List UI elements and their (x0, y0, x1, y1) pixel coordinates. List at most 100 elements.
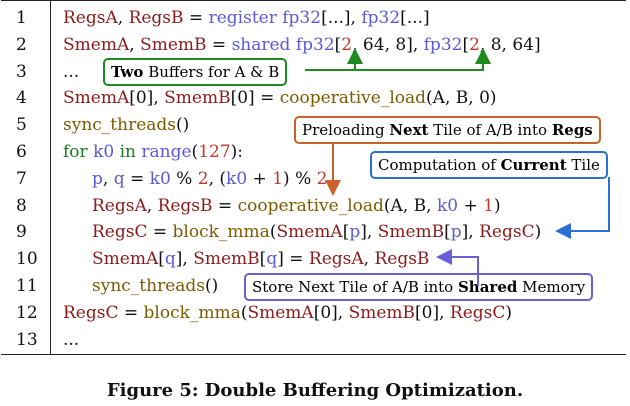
code-token: + (247, 168, 273, 189)
code-token: SmemA (63, 88, 130, 109)
code-token: [0], (129, 88, 165, 109)
code-token: SmemB (377, 222, 445, 243)
code-token: sync_threads (92, 276, 206, 296)
code-token: p (450, 222, 462, 243)
code-token: 2 (197, 168, 209, 189)
code-token: ) (534, 222, 542, 243)
code-token: RegsC (92, 222, 148, 243)
code-line: ... (63, 327, 79, 353)
code-token: ( (269, 222, 277, 243)
code-token: cooperative_load (237, 195, 384, 216)
code-token: SmemA (92, 249, 159, 270)
line-number: 5 (16, 115, 27, 136)
code-line: RegsC = block_mma(SmemA[0], SmemB[0], Re… (63, 300, 512, 326)
code-token: = (183, 8, 209, 28)
annotation-computation: Computation of Current Tile (370, 151, 608, 179)
code-token: shared fp32 (231, 34, 335, 55)
code-token: ( (191, 142, 199, 162)
annotation-text: Tile (566, 156, 600, 174)
code-token: RegsA (308, 249, 364, 270)
code-token: block_mma (143, 302, 241, 323)
code-token: ... (63, 61, 80, 82)
code-line: SmemA[q], SmemB[q] = RegsA, RegsB (92, 246, 429, 272)
code-token: = (147, 222, 173, 243)
annotation-bold: Current (500, 156, 567, 174)
line-number-separator (50, 1, 51, 354)
code-token: RegsC (449, 302, 506, 323)
code-token: SmemB (193, 249, 260, 270)
code-token: (A, B, 0) (426, 88, 497, 109)
code-token: ], (175, 249, 194, 270)
code-token: , ( (208, 168, 227, 189)
code-token: , (117, 8, 129, 28)
code-token: ] = (277, 249, 309, 270)
code-token: 2 (469, 34, 480, 55)
code-token: ) (493, 195, 501, 216)
code-token: RegsC (63, 302, 119, 323)
annotation-text: Tile of A/B into (428, 121, 552, 139)
line-number: 11 (16, 276, 38, 296)
line-number: 4 (16, 88, 27, 109)
code-token: SmemA (276, 222, 343, 243)
code-token: [0], (415, 302, 450, 323)
code-token: ) % (283, 168, 317, 189)
code-line: RegsA, RegsB = register fp32[...], fp32[… (63, 5, 430, 31)
code-token: range (141, 142, 192, 162)
code-token: [ (462, 34, 470, 55)
code-token: p (349, 222, 361, 243)
annotation-store: Store Next Tile of A/B into Shared Memor… (244, 273, 594, 301)
code-token: + (458, 195, 484, 216)
code-token: q (266, 249, 278, 270)
code-token: () (176, 115, 190, 136)
line-number: 7 (16, 168, 27, 189)
code-token: sync_threads (63, 115, 177, 136)
code-token: = (118, 302, 144, 323)
code-token: q (164, 249, 176, 270)
code-token: RegsC (479, 222, 535, 243)
code-token: block_mma (172, 222, 270, 243)
code-token: for (63, 142, 94, 162)
code-token: k0 (93, 142, 120, 162)
code-token: RegsB (128, 8, 184, 28)
annotation-bold: Regs (551, 121, 593, 139)
code-line: sync_threads() (92, 273, 218, 299)
code-token: ( (240, 302, 248, 323)
code-token: ... (63, 329, 80, 350)
code-token: , 64, 8], (352, 34, 424, 55)
code-token: [0] = (230, 88, 280, 109)
code-token: [ (444, 222, 451, 243)
code-token: RegsB (157, 195, 213, 216)
code-token: cooperative_load (279, 88, 427, 109)
line-number: 12 (16, 302, 38, 323)
code-token: SmemA (247, 302, 314, 323)
code-line: for k0 in range(127): (63, 139, 243, 165)
code-token: , (146, 195, 158, 216)
code-token: [...] (400, 8, 430, 28)
code-token: [ (334, 34, 342, 55)
code-token: k0 (436, 195, 459, 216)
code-token: fp32 (423, 34, 463, 55)
code-token: RegsA (63, 8, 118, 28)
code-token: 127 (198, 142, 231, 162)
annotation-bold: Next (389, 121, 429, 139)
code-token: , 8, 64] (479, 34, 541, 55)
code-token: register fp32 (208, 8, 322, 28)
code-token: , (363, 249, 375, 270)
line-number: 9 (16, 222, 27, 243)
line-number: 3 (16, 61, 27, 82)
code-token: , (102, 168, 114, 189)
code-token: [0], (313, 302, 349, 323)
code-listing (1, 0, 626, 355)
code-token: SmemB (348, 302, 416, 323)
code-token: RegsA (92, 195, 147, 216)
code-token: = (124, 168, 150, 189)
code-token: 2 (341, 34, 353, 55)
code-line: RegsA, RegsB = cooperative_load(A, B, k0… (92, 193, 501, 219)
code-token: [ (342, 222, 350, 243)
annotation-text: Buffers for A & B (143, 63, 280, 81)
code-line: sync_threads() (63, 112, 189, 138)
code-token: p (92, 168, 103, 189)
line-number: 1 (16, 8, 27, 28)
code-token: SmemB (140, 34, 207, 55)
code-token: q (113, 168, 125, 189)
